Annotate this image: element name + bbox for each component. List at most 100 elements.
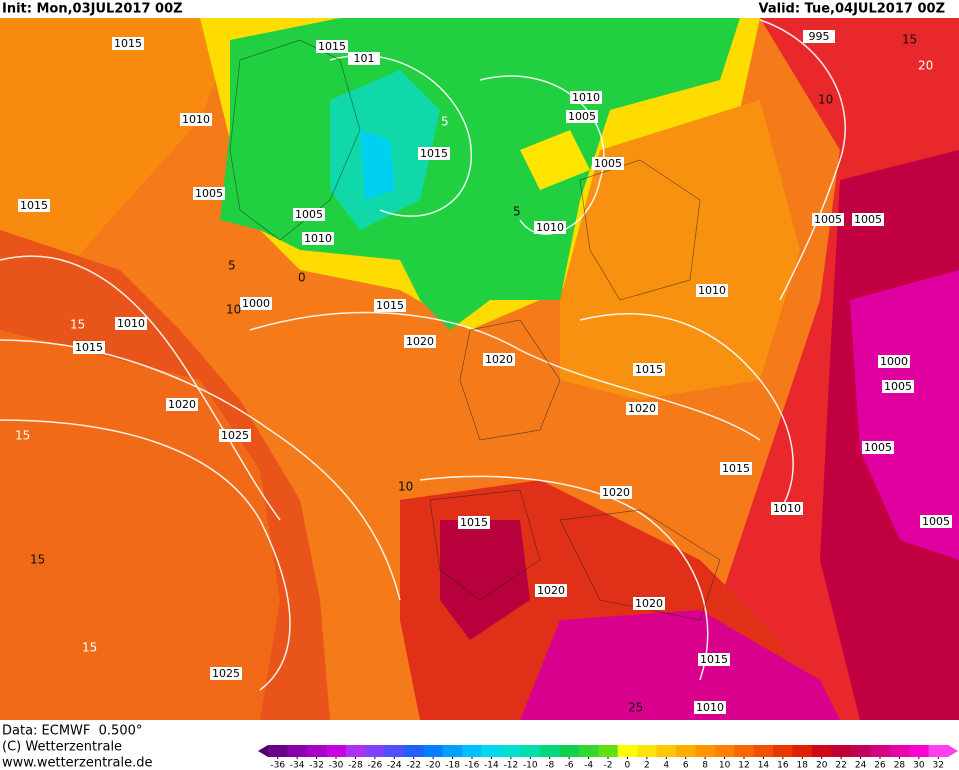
isobar-label-box — [803, 30, 835, 43]
isobar-label: 1020 — [485, 353, 513, 366]
colorbar-tick-label: 32 — [933, 761, 944, 770]
isobar-label-box — [302, 232, 334, 245]
isobar-label: 1015 — [700, 653, 728, 666]
isobar-label-box — [166, 398, 198, 411]
colorbar-tick-label: 14 — [758, 761, 770, 770]
isobar-label: 1005 — [195, 187, 223, 200]
isobar-label-box — [696, 284, 728, 297]
colorbar-swatch — [442, 745, 463, 757]
isobar-label: 101 — [354, 52, 375, 65]
colorbar-swatch — [559, 745, 580, 757]
isobar-label: 1015 — [114, 37, 142, 50]
isobar-label: 1010 — [696, 701, 724, 714]
colorbar-swatch — [850, 745, 871, 757]
isobar-label: 1010 — [182, 113, 210, 126]
colorbar-tick-label: -10 — [523, 761, 538, 770]
colorbar-swatch — [792, 745, 813, 757]
colorbar-swatch — [812, 745, 832, 757]
colorbar-swatch — [345, 745, 366, 757]
isobar-label: 1020 — [628, 402, 656, 415]
isobar-label: 1015 — [635, 363, 663, 376]
isobar-label: 1005 — [922, 515, 950, 528]
isobar-label: 1015 — [460, 516, 488, 529]
colorbar-swatch — [540, 745, 560, 757]
temperature-label: 15 — [902, 33, 917, 47]
isobar-label-box — [698, 653, 730, 666]
isobar-label: 1005 — [814, 213, 842, 226]
colorbar-tick-label: 30 — [913, 761, 925, 770]
isobar-label: 1005 — [864, 441, 892, 454]
colorbar-swatch — [578, 745, 599, 757]
colorbar-tick-label: 0 — [625, 761, 631, 770]
colorbar-tick-label: 10 — [719, 761, 731, 770]
isobar-label: 1025 — [212, 667, 240, 680]
colorbar-swatch — [889, 745, 910, 757]
isobar-label-box — [570, 91, 602, 104]
valid-time: Valid: Tue,04JUL2017 00Z — [758, 2, 945, 17]
isobar-label: 1000 — [880, 355, 908, 368]
colorbar-tick-label: 24 — [855, 761, 867, 770]
colorbar-swatch — [928, 745, 949, 757]
isobar-label: 1010 — [117, 317, 145, 330]
temperature-label: 5 — [228, 259, 236, 273]
colorbar-tick-label: -4 — [584, 761, 593, 770]
colorbar-swatch — [734, 745, 755, 757]
colorbar-tick-label: 2 — [644, 761, 650, 770]
isobar-label: 1015 — [376, 299, 404, 312]
isobar-label-box — [240, 297, 272, 310]
isobar-label-box — [112, 37, 144, 50]
isobar-labels: 1015 1015 101 995 1010 1005 1010 1015 1005 1005 10… — [18, 30, 952, 714]
isobar-label: 1000 — [242, 297, 270, 310]
colorbar-tick-label: -6 — [565, 761, 574, 770]
colorbar-swatch — [384, 745, 405, 757]
isobar-label-box — [862, 441, 894, 454]
isobar-label: 1020 — [168, 398, 196, 411]
colorbar-tick-label: -24 — [387, 761, 402, 770]
colorbar: -36 -34 -32 -30 -28 -26 -24 -22 -20 -18 -16 -14 -12-… — [258, 745, 958, 770]
colorbar-tick-label: -2 — [604, 761, 613, 770]
isobar-label: 1015 — [318, 40, 346, 53]
colorbar-swatch — [268, 745, 288, 757]
colorbar-swatch — [773, 745, 794, 757]
temperature-label: 0 — [298, 271, 306, 285]
colorbar-swatch — [501, 745, 522, 757]
isobar-label: 1005 — [884, 380, 912, 393]
init-time: Init: Mon,03JUL2017 00Z — [2, 2, 183, 17]
colorbar-swatch — [423, 745, 444, 757]
isobar-label: 1005 — [854, 213, 882, 226]
isobar-label-box — [882, 380, 914, 393]
isobar-label-box — [852, 213, 884, 226]
isobar-label: 995 — [809, 30, 830, 43]
isobar-label: 1010 — [572, 91, 600, 104]
isobar-label-box — [600, 486, 632, 499]
isobar-label-box — [348, 52, 380, 65]
colorbar-swatch — [365, 745, 386, 757]
isobar-label-box — [73, 341, 105, 354]
isobar-label: 1015 — [75, 341, 103, 354]
isobar-label-box — [193, 187, 225, 200]
isobar-label-box — [694, 701, 726, 714]
colorbar-swatch — [462, 745, 483, 757]
isobar-label-box — [316, 40, 348, 53]
colorbar-tick-label: -8 — [545, 761, 554, 770]
isobar-label: 1005 — [594, 157, 622, 170]
isobar-label-box — [812, 213, 844, 226]
colorbar-tick-label: 6 — [683, 761, 689, 770]
isobar-label: 1005 — [568, 110, 596, 123]
isobar-label: 1015 — [20, 199, 48, 212]
isobar-label-box — [566, 110, 598, 123]
url: www.wetterzentrale.de — [2, 756, 152, 770]
isobar-label-box — [374, 299, 406, 312]
isobar-label: 1010 — [773, 502, 801, 515]
colorbar-swatch — [617, 745, 638, 757]
colorbar-swatch — [714, 745, 735, 757]
colorbar-swatch — [306, 745, 327, 757]
temperature-label: 20 — [918, 59, 933, 73]
isobar-label: 1015 — [420, 147, 448, 160]
colorbar-tick-label: -12 — [504, 761, 519, 770]
colorbar-arrow-left — [258, 745, 268, 757]
isobar-label-box — [878, 355, 910, 368]
colorbar-swatch — [656, 745, 677, 757]
isobar-label: 1010 — [536, 221, 564, 234]
